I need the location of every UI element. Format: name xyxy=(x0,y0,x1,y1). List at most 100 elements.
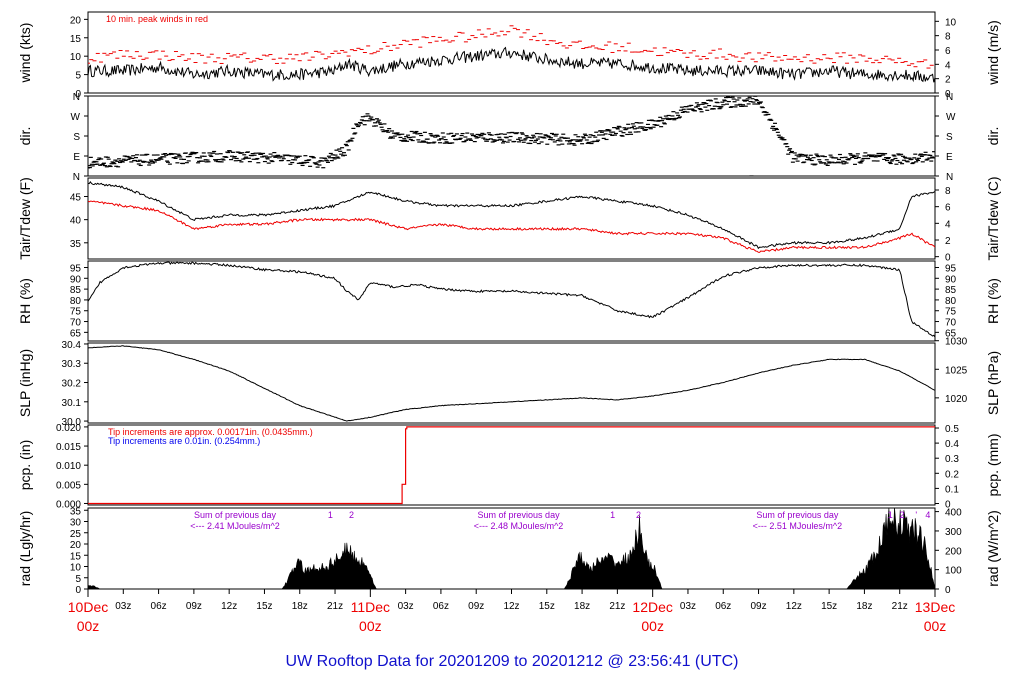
wind-y2label: wind (m/s) xyxy=(985,20,1001,86)
wind-ytick-label: 15 xyxy=(70,34,82,45)
dir-y2tick-label: N xyxy=(946,172,953,183)
slp-y2tick-label: 1030 xyxy=(945,337,968,348)
time-tick-label: 03z xyxy=(398,601,414,612)
rh-ylabel: RH (%) xyxy=(17,278,33,324)
day-label: 10Dec xyxy=(68,599,108,615)
rad-note-line1: Sum of previous day xyxy=(478,510,561,520)
time-tick-label: 06z xyxy=(715,601,731,612)
temp-y2tick-label: 0 xyxy=(945,253,951,264)
pcp-ytick-label: 0.005 xyxy=(56,480,81,491)
rad-marker: 2 xyxy=(636,510,641,520)
panel-wind: wind (kts) wind (m/s) 0 5 10 15 20 0 2 4 6 8 10 10 mi… xyxy=(17,11,1001,100)
day-label: 13Dec xyxy=(915,599,955,615)
wind-y2tick-label: 0 xyxy=(945,89,951,100)
time-tick-label: 15z xyxy=(256,601,272,612)
time-tick-label: 18z xyxy=(856,601,872,612)
day-label: 12Dec xyxy=(632,599,672,615)
rh-ytick-label: 70 xyxy=(70,318,82,329)
pcp-y2tick-label: 0.4 xyxy=(945,439,959,450)
panel-dir: dir. dir.N NE ES SW WN N xyxy=(17,92,1001,183)
temp-y2tick-label: 4 xyxy=(945,219,951,230)
series-wind xyxy=(88,46,935,83)
rad-ytick-label: 0 xyxy=(75,585,81,596)
pcp-note-blue: Tip increments are 0.01in. (0.254mm.) xyxy=(108,436,260,446)
rad-ytick-label: 35 xyxy=(70,506,82,517)
dir-y2tick-label: W xyxy=(946,112,956,123)
rad-ytick-label: 20 xyxy=(70,540,82,551)
slp-ytick-label: 30.2 xyxy=(62,379,82,390)
rad-y2tick-label: 400 xyxy=(945,508,962,519)
rad-marker: 4 xyxy=(925,510,930,520)
wind-ytick-label: 10 xyxy=(70,52,82,63)
temp-ylabel: Tair/Tdew (F) xyxy=(17,177,33,259)
wind-y2tick-label: 4 xyxy=(945,60,951,71)
pcp-y2tick-label: 0.5 xyxy=(945,424,959,435)
slp-frame xyxy=(87,342,936,424)
rad-marker: 1 xyxy=(328,510,333,520)
temp-frame xyxy=(87,177,936,260)
rh-ytick-label: 65 xyxy=(70,328,82,339)
slp-ytick-label: 30.4 xyxy=(62,340,82,351)
rad-ytick-label: 10 xyxy=(70,563,82,574)
time-axis: 03z 06z 09z 12z 15z 18z 21z 03z 06z 09z 12z 15z 18z 2… xyxy=(68,589,955,634)
time-tick-label: 06z xyxy=(433,601,449,612)
time-tick-label: 03z xyxy=(115,601,131,612)
panel-rad: rad (Lgly/hr) rad (W/m^2)0510152025303501… xyxy=(17,506,1001,596)
rad-ytick-label: 25 xyxy=(70,529,82,540)
wind-y2tick-label: 6 xyxy=(945,46,951,57)
rh-y2tick-label: 70 xyxy=(945,318,957,329)
time-tick-label: 06z xyxy=(151,601,167,612)
rh-ytick-label: 75 xyxy=(70,307,82,318)
pcp-ytick-label: 0.020 xyxy=(56,423,81,434)
temp-ytick-label: 45 xyxy=(70,193,82,204)
rh-y2tick-label: 90 xyxy=(945,274,957,285)
slp-y2tick-label: 1025 xyxy=(945,365,968,376)
time-tick-label: 15z xyxy=(539,601,555,612)
time-tick-label: 21z xyxy=(892,601,908,612)
pcp-ytick-label: 0.000 xyxy=(56,499,81,510)
wind-annotation: 10 min. peak winds in red xyxy=(106,14,208,24)
rad-ytick-label: 30 xyxy=(70,518,82,529)
rad-marker: 2 xyxy=(349,510,354,520)
time-tick-label: 21z xyxy=(609,601,625,612)
temp-y2tick-label: 2 xyxy=(945,236,951,247)
wind-series xyxy=(88,25,935,83)
rh-ytick-label: 95 xyxy=(70,263,82,274)
dir-ytick-label: N xyxy=(73,172,80,183)
dir-ylabel: dir. xyxy=(17,127,33,146)
panel-slp: SLP (inHg) SLP (hPa) 30.0 30.1 30.2 30.3 30.4 1… xyxy=(17,337,1001,428)
slp-ytick-label: 30.1 xyxy=(62,398,82,409)
pcp-ytick-label: 0.015 xyxy=(56,442,81,453)
time-tick-label: 09z xyxy=(186,601,202,612)
wind-y2tick-label: 10 xyxy=(945,17,957,28)
temp-ytick-label: 35 xyxy=(70,239,82,250)
dir-ytick-label: S xyxy=(73,132,80,143)
wind-ytick-label: 0 xyxy=(75,89,81,100)
series-pcp xyxy=(88,426,935,505)
wind-y2tick-label: 2 xyxy=(945,75,951,86)
rad-note-line1: Sum of previous day xyxy=(194,510,277,520)
rh-y2tick-label: 80 xyxy=(945,296,957,307)
time-tick-label: 12z xyxy=(221,601,237,612)
series-tdew xyxy=(88,200,935,253)
slp-y2label: SLP (hPa) xyxy=(985,351,1001,415)
dir-y2tick-label: N xyxy=(946,92,953,103)
rh-y2tick-label: 65 xyxy=(945,328,957,339)
rh-ytick-label: 80 xyxy=(70,296,82,307)
time-tick-label: 18z xyxy=(292,601,308,612)
rad-y2label: rad (W/m^2) xyxy=(985,510,1001,587)
pcp-y2tick-label: 0 xyxy=(945,499,951,510)
day-label: 11Dec xyxy=(351,599,390,615)
rad-y2tick-label: 100 xyxy=(945,566,962,577)
pcp-y2tick-label: 0.2 xyxy=(945,469,959,480)
dir-y2tick-label: S xyxy=(946,132,953,143)
pcp-ylabel: pcp. (in) xyxy=(17,440,33,491)
time-tick-label: 15z xyxy=(821,601,837,612)
panel-temp: Tair/Tdew (F) Tair/Tdew (C) 35 40 45 0 2 4 6 8 xyxy=(17,176,1001,263)
time-tick-label: 09z xyxy=(468,601,484,612)
rad-ytick-label: 15 xyxy=(70,551,82,562)
dir-y2label: dir. xyxy=(985,127,1001,146)
slp-ytick-label: 30.0 xyxy=(62,417,82,428)
